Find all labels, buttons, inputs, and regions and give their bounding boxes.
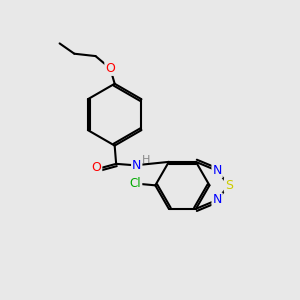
Text: N: N xyxy=(212,194,222,206)
Text: O: O xyxy=(105,62,115,75)
Text: O: O xyxy=(92,161,101,174)
Text: H: H xyxy=(141,155,150,165)
Text: N: N xyxy=(132,159,141,172)
Text: Cl: Cl xyxy=(130,177,141,190)
Text: N: N xyxy=(212,164,222,177)
Text: S: S xyxy=(225,179,233,192)
